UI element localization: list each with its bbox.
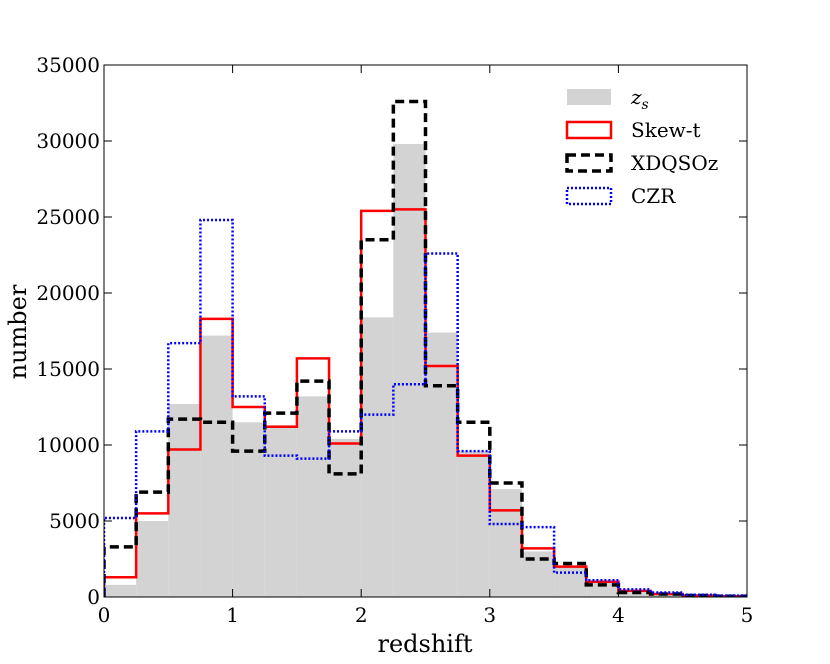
bar-zs-12 (489, 489, 522, 597)
legend-label-subscript: s (642, 97, 649, 113)
bar-zs-7 (329, 438, 362, 597)
legend-label: Skew-t (631, 118, 701, 142)
legend-item-zs: zs (567, 85, 649, 113)
x-tick-label: 0 (98, 603, 111, 627)
series-xdqsoz (104, 99, 747, 597)
bar-zs-8 (361, 317, 394, 597)
legend-swatch (565, 153, 613, 173)
step-line-czr (104, 218, 747, 597)
bar-zs-14 (554, 566, 587, 597)
legend-swatch (567, 89, 611, 105)
legend-item-skewt: Skew-t (565, 118, 701, 142)
legend-label: zs (630, 85, 649, 113)
bar-zs-2 (168, 403, 201, 597)
bar-zs-1 (136, 521, 169, 597)
y-tick-label: 30000 (36, 129, 100, 153)
legend-item-czr: CZR (565, 184, 676, 208)
bar-zs-16 (618, 592, 651, 597)
series-zs (104, 144, 747, 597)
y-tick-label: 20000 (36, 281, 100, 305)
legend-swatch (565, 120, 613, 140)
y-tick-label: 15000 (36, 357, 100, 381)
series-czr (104, 218, 747, 597)
bar-zs-4 (232, 422, 265, 597)
y-tick-label: 10000 (36, 433, 100, 457)
bar-zs-6 (296, 396, 330, 597)
series-layer (104, 99, 747, 597)
plot-area (104, 99, 747, 597)
bar-zs-9 (393, 144, 426, 597)
x-tick-label: 2 (355, 603, 368, 627)
legend-label: XDQSOz (631, 151, 718, 175)
x-axis-title: redshift (377, 630, 472, 658)
x-tick-label: 5 (741, 603, 754, 627)
legend-label: CZR (631, 184, 676, 208)
bar-zs-3 (200, 335, 233, 597)
y-tick-label: 35000 (36, 53, 100, 77)
x-tick-label: 1 (226, 603, 239, 627)
y-tick-label: 25000 (36, 205, 100, 229)
x-tick-label: 3 (483, 603, 496, 627)
bar-zs-10 (425, 332, 458, 597)
x-tick-label: 4 (612, 603, 625, 627)
y-tick-label: 0 (87, 585, 100, 609)
bar-zs-5 (264, 425, 297, 597)
legend: zs Skew-t XDQSOz CZR (565, 85, 718, 208)
axes: 0 1 2 3 4 5 0 5000 10000 15000 20000 25000 30000 3500… (36, 53, 753, 627)
bar-zs-0 (104, 584, 137, 597)
step-line-xdqsoz (104, 99, 747, 597)
y-axis-title: number (4, 284, 32, 379)
legend-swatch (565, 186, 613, 206)
bar-zs-11 (457, 451, 490, 597)
y-tick-label: 5000 (49, 509, 100, 533)
legend-item-xdqsoz: XDQSOz (565, 151, 718, 175)
axes-frame (103, 64, 748, 598)
bar-zs-15 (586, 581, 619, 597)
